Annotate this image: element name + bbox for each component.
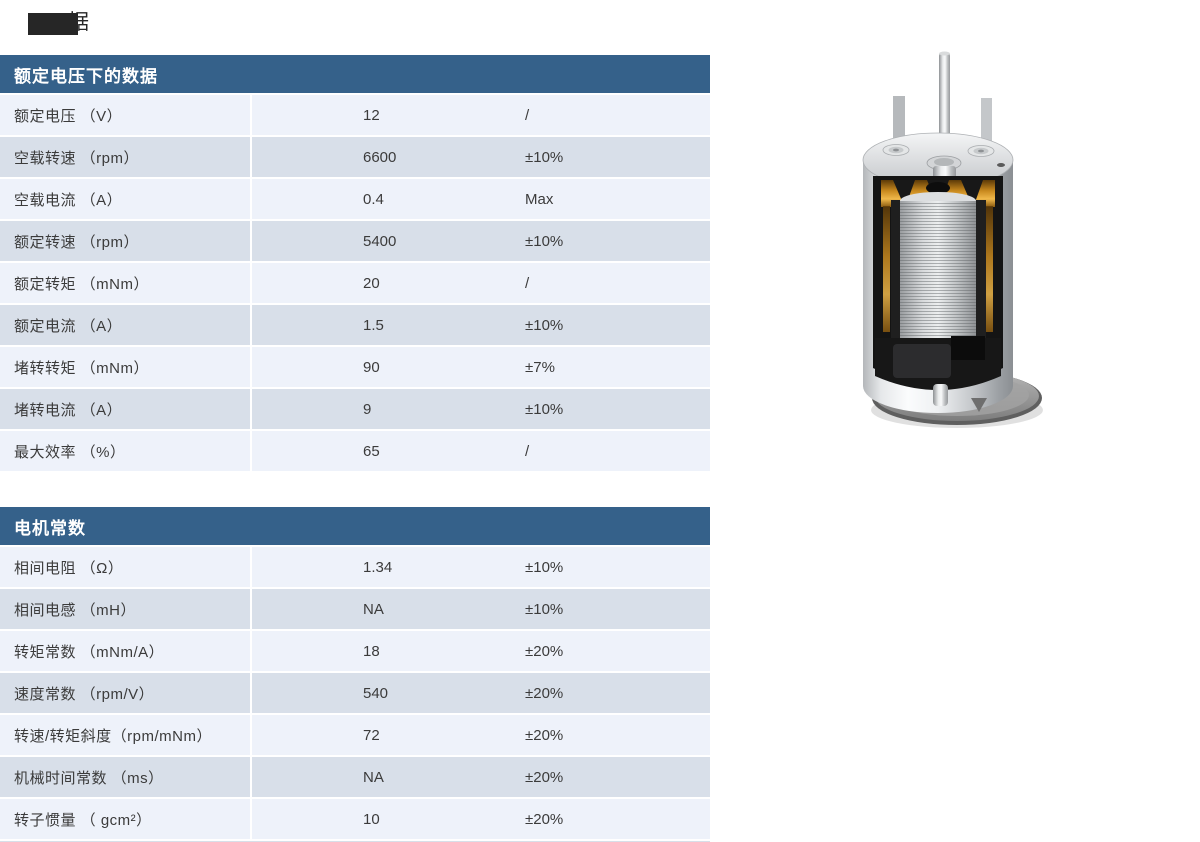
spec-tolerance: ±10% — [525, 600, 564, 618]
spec-tolerance: ±10% — [525, 148, 564, 166]
spec-label: 最大效率 （%） — [14, 443, 126, 461]
spec-value: 72 — [250, 715, 460, 755]
table-row: 额定电流 （A） 1.5 ±10% — [0, 305, 710, 345]
table-title: 电机常数 — [14, 518, 86, 538]
laminated-stack — [883, 192, 993, 360]
spec-label: 额定电流 （A） — [14, 317, 123, 335]
spec-label: 额定转速 （rpm） — [14, 233, 140, 251]
spec-tolerance: ±7% — [525, 358, 555, 376]
spec-label: 堵转转矩 （mNm） — [14, 359, 149, 377]
rated-voltage-table-header: 额定电压下的数据 — [0, 55, 710, 93]
table-row: 空载电流 （A） 0.4 Max — [0, 179, 710, 219]
spec-tolerance: ±10% — [525, 400, 564, 418]
spec-label: 额定转矩 （mNm） — [14, 275, 149, 293]
table-row: 转子惯量 （ gcm²） 10 ±20% — [0, 799, 710, 839]
redaction-box — [28, 13, 78, 35]
table-row: 速度常数 （rpm/V） 540 ±20% — [0, 673, 710, 713]
spec-value: 90 — [250, 347, 460, 387]
table-row: 机械时间常数 （ms） NA ±20% — [0, 757, 710, 797]
spec-label: 机械时间常数 （ms） — [14, 769, 164, 787]
motor-constants-table-header: 电机常数 — [0, 507, 710, 545]
spec-value: NA — [250, 589, 460, 629]
table-row: 转矩常数 （mNm/A） 18 ±20% — [0, 631, 710, 671]
spec-tolerance: ±20% — [525, 768, 564, 786]
motor-cutaway-svg — [862, 51, 1043, 428]
spec-label: 空载转速 （rpm） — [14, 149, 140, 167]
motor-cutaway-image — [853, 38, 1045, 438]
spec-value: 10 — [250, 799, 460, 839]
spec-value: 1.34 — [250, 547, 460, 587]
rated-voltage-table: 额定电压下的数据 额定电压 （V） 12 / 空载转速 （rpm） 6600 ±… — [0, 55, 710, 471]
spec-label: 额定电压 （V） — [14, 107, 123, 125]
spec-label: 转子惯量 （ gcm²） — [14, 811, 152, 829]
table-row: 额定电压 （V） 12 / — [0, 95, 710, 135]
spec-value: 5400 — [250, 221, 460, 261]
spec-label: 空载电流 （A） — [14, 191, 123, 209]
table-row: 额定转矩 （mNm） 20 / — [0, 263, 710, 303]
spec-label: 转矩常数 （mNm/A） — [14, 643, 165, 661]
spec-value: 9 — [250, 389, 460, 429]
spec-label: 速度常数 （rpm/V） — [14, 685, 155, 703]
spec-tolerance: ±20% — [525, 810, 564, 828]
spec-value: 540 — [250, 673, 460, 713]
table-row: 额定转速 （rpm） 5400 ±10% — [0, 221, 710, 261]
spec-value: 65 — [250, 431, 460, 471]
spec-tolerance: ±10% — [525, 316, 564, 334]
table-row: 堵转电流 （A） 9 ±10% — [0, 389, 710, 429]
table-row: 相间电感 （mH） NA ±10% — [0, 589, 710, 629]
table-row: 空载转速 （rpm） 6600 ±10% — [0, 137, 710, 177]
spec-tolerance: / — [525, 442, 530, 460]
spec-label: 相间电感 （mH） — [14, 601, 136, 619]
spec-tolerance: / — [525, 106, 530, 124]
table-row: 相间电阻 （Ω） 1.34 ±10% — [0, 547, 710, 587]
spec-tolerance: ±10% — [525, 232, 564, 250]
spec-tolerance: Max — [525, 190, 554, 208]
table-row: 堵转转矩 （mNm） 90 ±7% — [0, 347, 710, 387]
spec-value: 20 — [250, 263, 460, 303]
vent-hole — [997, 163, 1005, 167]
screw-boss-right — [967, 145, 995, 157]
spec-value: 1.5 — [250, 305, 460, 345]
spec-tolerance: ±20% — [525, 642, 564, 660]
spec-tolerance: / — [525, 274, 530, 292]
page-title: 据 — [28, 11, 148, 37]
spec-value: 6600 — [250, 137, 460, 177]
foot-pin — [933, 384, 948, 406]
spec-label: 相间电阻 （Ω） — [14, 559, 124, 577]
motor-constants-table: 电机常数 相间电阻 （Ω） 1.34 ±10% 相间电感 （mH） NA ±10… — [0, 507, 710, 842]
spec-value: 12 — [250, 95, 460, 135]
spec-value: 0.4 — [250, 179, 460, 219]
spec-tolerance: ±20% — [525, 726, 564, 744]
spec-value: NA — [250, 757, 460, 797]
table-row: 转速/转矩斜度（rpm/mNm） 72 ±20% — [0, 715, 710, 755]
screw-boss-left — [882, 144, 910, 156]
table-row: 最大效率 （%） 65 / — [0, 431, 710, 471]
table-title: 额定电压下的数据 — [14, 66, 158, 86]
spec-tolerance: ±20% — [525, 684, 564, 702]
spec-value: 18 — [250, 631, 460, 671]
spec-label: 转速/转矩斜度（rpm/mNm） — [14, 727, 212, 745]
spec-label: 堵转电流 （A） — [14, 401, 123, 419]
spec-tolerance: ±10% — [525, 558, 564, 576]
